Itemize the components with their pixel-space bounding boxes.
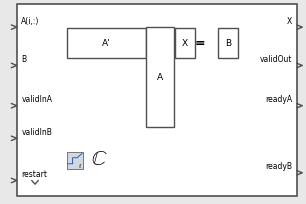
Text: readyB: readyB (265, 162, 292, 171)
Bar (67, 29, 146, 59)
Text: =: = (195, 37, 206, 50)
Text: restart: restart (21, 169, 47, 178)
Text: A': A' (102, 39, 111, 48)
Text: validInB: validInB (21, 127, 52, 136)
Text: fi: fi (79, 163, 82, 168)
Text: B: B (225, 39, 231, 48)
Bar (67, 152, 83, 169)
Text: validInA: validInA (21, 95, 52, 104)
Bar (175, 29, 195, 59)
Text: validOut: validOut (260, 55, 292, 64)
Text: A(i,:): A(i,:) (21, 17, 40, 26)
Text: X: X (287, 17, 292, 26)
Text: B: B (21, 55, 27, 64)
Text: $\mathbb{C}$: $\mathbb{C}$ (91, 149, 108, 169)
Bar (146, 28, 174, 127)
Text: readyA: readyA (265, 95, 292, 104)
Text: X: X (182, 39, 188, 48)
Text: A: A (157, 73, 163, 82)
Bar (218, 29, 238, 59)
